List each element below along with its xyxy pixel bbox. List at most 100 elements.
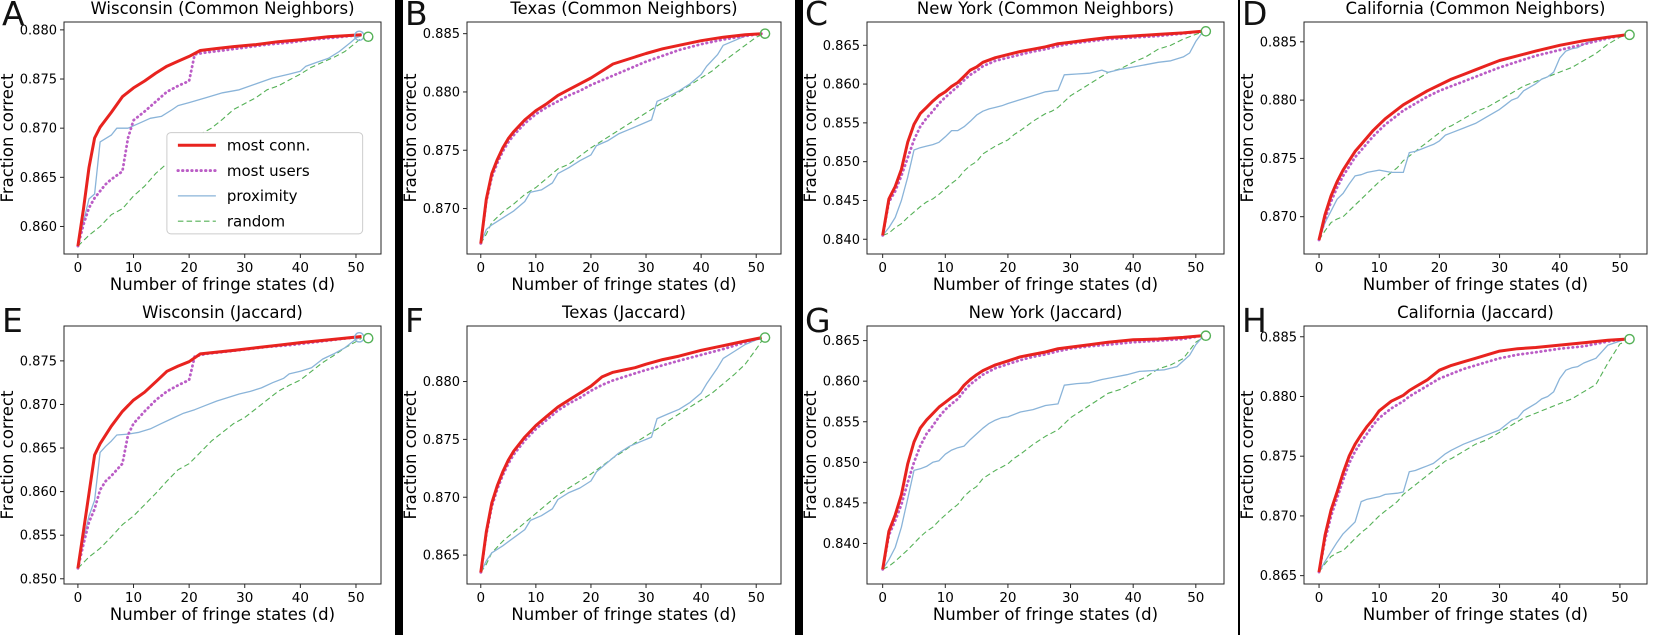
random-line — [480, 340, 763, 573]
y-tick-label: 0.855 — [20, 529, 57, 544]
y-tick-label: 0.840 — [823, 233, 860, 248]
most-users-line — [76, 335, 363, 570]
legend: most conn. most users proximity random — [166, 132, 364, 235]
legend-label-most-conn: most conn. — [227, 137, 310, 155]
y-tick-label: 0.870 — [20, 122, 57, 137]
x-tick-label: 30 — [1062, 590, 1079, 606]
x-tick-label: 40 — [693, 590, 710, 606]
x-tick-label: 50 — [1611, 590, 1628, 606]
x-tick-label: 30 — [236, 260, 253, 276]
panel-title: California (Jaccard) — [1397, 303, 1554, 322]
x-tick-label: 10 — [125, 590, 142, 606]
x-tick-label: 40 — [693, 260, 710, 276]
y-tick-label: 0.850 — [20, 572, 57, 587]
panel-A: A 0.860 0.865 0.870 0.875 0.880 0 10 20 30 40 50 Wis… — [0, 0, 395, 300]
y-tick-label: 0.860 — [20, 220, 57, 235]
figure-column-1: A 0.860 0.865 0.870 0.875 0.880 0 10 20 30 40 50 Wis… — [0, 0, 395, 635]
y-tick-label: 0.875 — [1260, 450, 1297, 465]
most-conn-line — [1317, 337, 1626, 573]
y-tick-label: 0.860 — [20, 485, 57, 500]
most-users-line — [76, 33, 363, 248]
y-axis-label: Fraction correct — [403, 73, 420, 202]
x-tick-label: 10 — [937, 590, 954, 606]
y-tick-label: 0.860 — [823, 375, 860, 390]
proximity-line — [77, 336, 362, 569]
panel-F-chart: 0.865 0.870 0.875 0.880 0 10 20 30 40 50 Texas (Ja… — [403, 303, 782, 624]
panel-title: Wisconsin (Common Neighbors) — [90, 0, 354, 18]
x-axis-label: Number of fringe states (d) — [511, 275, 736, 294]
figure-column-2: B 0.870 0.875 0.880 0.885 0 10 20 30 40 50 Texas (C… — [403, 0, 795, 635]
y-axis-label: Fraction correct — [1240, 73, 1257, 202]
most-users-line — [881, 334, 1204, 571]
x-tick-label: 0 — [1315, 590, 1324, 606]
x-tick-label: 0 — [476, 260, 485, 276]
most-users-line — [881, 29, 1204, 237]
most-conn-line — [479, 336, 763, 573]
end-marker-random — [759, 28, 771, 39]
x-tick-label: 40 — [1125, 590, 1142, 606]
y-tick-label: 0.880 — [423, 85, 460, 100]
figure-column-3: C 0.840 0.845 0.850 0.855 0.860 0.865 0 10 20 30 40… — [803, 0, 1238, 635]
x-axis-label: Number of fringe states (d) — [1363, 605, 1588, 624]
axes-box — [1303, 21, 1648, 255]
axes-box — [1303, 325, 1648, 585]
x-tick-label: 0 — [74, 590, 83, 606]
x-tick-label: 30 — [637, 590, 654, 606]
x-tick-label: 40 — [1551, 590, 1568, 606]
panel-label-F: F — [405, 301, 424, 340]
panel-B: B 0.870 0.875 0.880 0.885 0 10 20 30 40 50 Texas (C… — [403, 0, 795, 300]
panel-label-D: D — [1242, 0, 1268, 33]
x-tick-label: 50 — [347, 260, 364, 276]
x-tick-label: 30 — [1062, 260, 1079, 276]
legend-label-random: random — [227, 212, 285, 230]
y-tick-label: 0.850 — [823, 155, 860, 170]
random-line — [882, 31, 1203, 236]
legend-label-most-users: most users — [227, 162, 310, 180]
panel-E-chart: 0.850 0.855 0.860 0.865 0.870 0.875 0 10 20 30 40 5… — [0, 303, 382, 624]
y-tick-label: 0.875 — [20, 73, 57, 88]
panel-G-chart: 0.840 0.845 0.850 0.855 0.860 0.865 0 10 20 30 40 5… — [803, 303, 1225, 624]
x-tick-label: 10 — [937, 260, 954, 276]
y-tick-label: 0.855 — [823, 116, 860, 131]
y-tick-label: 0.875 — [423, 433, 460, 448]
x-axis-label: Number of fringe states (d) — [110, 275, 335, 294]
x-tick-label: 50 — [1611, 260, 1628, 276]
panel-B-chart: 0.870 0.875 0.880 0.885 0 10 20 30 40 50 Texas (Co… — [403, 0, 782, 294]
column-separator — [1238, 0, 1240, 635]
random-line — [77, 337, 362, 569]
y-tick-label: 0.885 — [423, 27, 460, 42]
legend-label-proximity: proximity — [227, 187, 298, 205]
x-tick-label: 50 — [748, 590, 765, 606]
panel-H-chart: 0.865 0.870 0.875 0.880 0.885 0 10 20 30 40 50 Cali… — [1240, 303, 1648, 624]
y-tick-label: 0.865 — [423, 549, 460, 564]
panel-E: E 0.850 0.855 0.860 0.865 0.870 0.875 0 10 20 30 40… — [0, 300, 395, 635]
panel-A-chart: 0.860 0.865 0.870 0.875 0.880 0 10 20 30 40 50 Wisc… — [0, 0, 382, 294]
y-tick-label: 0.845 — [823, 496, 860, 511]
x-tick-label: 0 — [878, 260, 887, 276]
panel-label-A: A — [2, 0, 25, 33]
proximity-line — [882, 336, 1203, 570]
x-tick-label: 40 — [1125, 260, 1142, 276]
x-tick-label: 0 — [74, 260, 83, 276]
y-tick-label: 0.875 — [1260, 152, 1297, 167]
legend-box — [166, 132, 364, 235]
x-tick-label: 10 — [1371, 590, 1388, 606]
x-tick-label: 50 — [347, 590, 364, 606]
x-tick-label: 30 — [637, 260, 654, 276]
axes-box — [466, 325, 782, 585]
x-tick-label: 40 — [292, 260, 309, 276]
y-tick-label: 0.865 — [20, 171, 57, 186]
panel-C-chart: 0.840 0.845 0.850 0.855 0.860 0.865 0 10 20 30 40 5… — [803, 0, 1225, 294]
y-tick-label: 0.865 — [20, 442, 57, 457]
x-tick-label: 0 — [878, 590, 887, 606]
proximity-line — [882, 32, 1203, 236]
most-conn-line — [881, 29, 1203, 236]
panel-label-B: B — [405, 0, 428, 33]
x-tick-label: 50 — [1187, 590, 1204, 606]
axes-box — [866, 325, 1225, 585]
end-marker-random — [362, 31, 374, 43]
x-tick-label: 40 — [1551, 260, 1568, 276]
proximity-line — [480, 33, 762, 244]
random-line — [480, 34, 762, 244]
